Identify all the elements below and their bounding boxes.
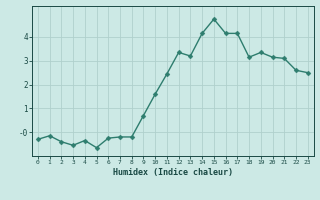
X-axis label: Humidex (Indice chaleur): Humidex (Indice chaleur) [113,168,233,177]
